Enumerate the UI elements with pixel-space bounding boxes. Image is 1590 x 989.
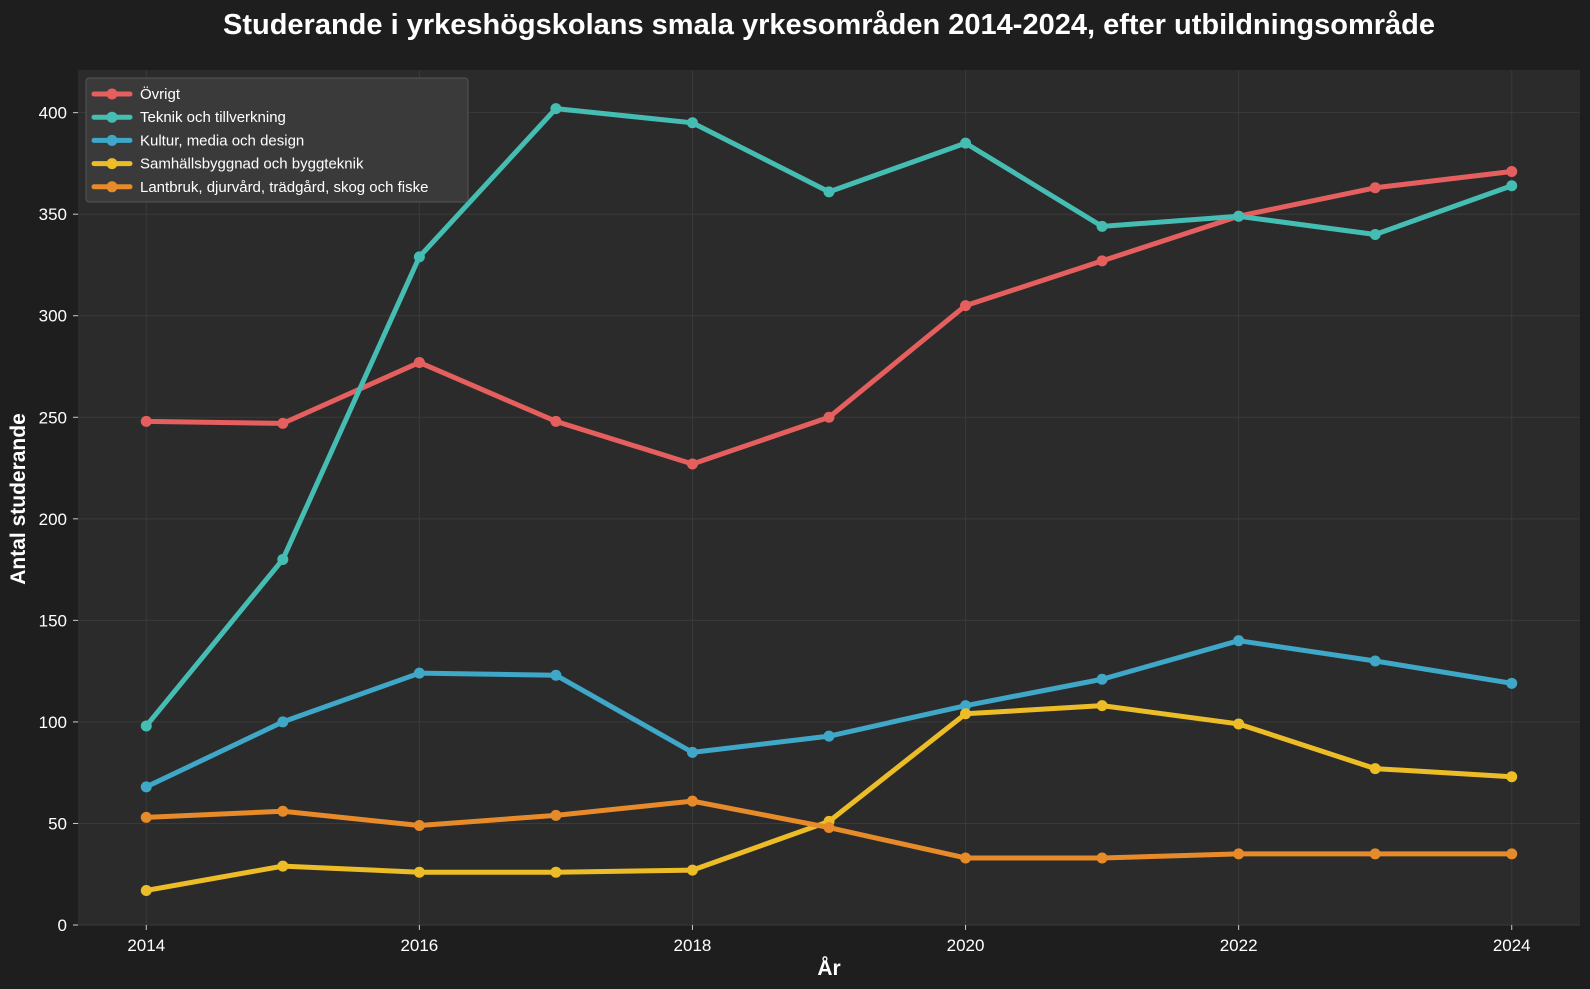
data-point	[413, 667, 425, 679]
data-point	[1233, 635, 1245, 647]
x-tick-label: 2018	[674, 936, 712, 955]
data-point	[413, 866, 425, 878]
data-point	[823, 730, 835, 742]
data-point	[140, 720, 152, 732]
data-point	[277, 860, 289, 872]
legend-label: Kultur, media och design	[140, 132, 304, 149]
data-point	[960, 700, 972, 712]
legend-entry: Teknik och tillverkning	[91, 109, 286, 126]
legend-marker	[106, 181, 118, 193]
legend-label: Övrigt	[140, 85, 181, 103]
data-point	[960, 300, 972, 312]
data-point	[686, 117, 698, 129]
data-point	[1369, 848, 1381, 860]
legend-marker	[106, 134, 118, 146]
data-point	[1369, 763, 1381, 775]
legend-entry: Samhällsbyggnad och byggteknik	[91, 156, 364, 173]
data-point	[1506, 180, 1518, 192]
legend-label: Lantbruk, djurvård, trädgård, skog och f…	[140, 179, 429, 196]
legend-label: Teknik och tillverkning	[140, 109, 286, 126]
data-point	[1369, 182, 1381, 194]
data-point	[1233, 210, 1245, 222]
data-point	[550, 415, 562, 427]
grid-lines	[78, 70, 1580, 926]
series-group	[140, 700, 1518, 896]
data-point	[823, 411, 835, 423]
data-point	[550, 669, 562, 681]
legend-marker	[106, 111, 118, 123]
y-tick-label: 250	[39, 408, 67, 427]
data-point	[277, 553, 289, 565]
legend-entry: Lantbruk, djurvård, trädgård, skog och f…	[91, 179, 429, 196]
data-point	[140, 884, 152, 896]
y-tick-label: 150	[39, 611, 67, 630]
data-point	[140, 781, 152, 793]
data-point	[1506, 848, 1518, 860]
data-point	[1096, 220, 1108, 232]
data-point	[1506, 771, 1518, 783]
data-point	[140, 811, 152, 823]
data-point	[550, 103, 562, 115]
chart-title: Studerande i yrkeshögskolans smala yrkes…	[223, 9, 1435, 41]
x-tick-label: 2016	[400, 936, 438, 955]
legend-marker	[106, 88, 118, 100]
series-group	[140, 795, 1518, 864]
y-tick-label: 200	[39, 510, 67, 529]
data-point	[1369, 655, 1381, 667]
data-point	[686, 864, 698, 876]
legend: Övrigt Teknik och tillverkning Kultur, med…	[85, 77, 469, 203]
data-point	[413, 251, 425, 263]
x-tick-label: 2014	[127, 936, 165, 955]
data-point	[686, 458, 698, 470]
data-point	[960, 137, 972, 149]
data-point	[960, 852, 972, 864]
series-group	[140, 166, 1518, 470]
data-point	[686, 795, 698, 807]
data-point	[686, 746, 698, 758]
y-tick-label: 400	[39, 104, 67, 123]
data-point	[277, 716, 289, 728]
data-point	[413, 819, 425, 831]
data-point	[1233, 718, 1245, 730]
legend-marker	[106, 158, 118, 170]
data-point	[550, 866, 562, 878]
data-point	[1369, 229, 1381, 241]
x-axis-label: År	[817, 956, 840, 980]
y-tick-label: 50	[48, 814, 67, 833]
series-group	[140, 103, 1518, 732]
data-point	[1096, 852, 1108, 864]
data-point	[1096, 255, 1108, 267]
data-point	[1506, 166, 1518, 178]
data-point	[277, 417, 289, 429]
plot-area	[78, 70, 1580, 925]
y-tick-label: 0	[58, 916, 67, 935]
x-tick-label: 2024	[1493, 936, 1531, 955]
y-tick-label: 350	[39, 205, 67, 224]
x-tick-label: 2020	[947, 936, 985, 955]
series-lines	[140, 103, 1518, 896]
data-point	[823, 186, 835, 198]
data-point	[550, 809, 562, 821]
y-tick-label: 100	[39, 713, 67, 732]
data-point	[1096, 700, 1108, 712]
y-tick-label: 300	[39, 307, 67, 326]
x-tick-label: 2022	[1220, 936, 1258, 955]
data-point	[277, 805, 289, 817]
legend-box	[85, 77, 469, 203]
y-axis-label: Antal studerande	[7, 413, 30, 585]
series-group	[140, 635, 1518, 793]
data-point	[140, 415, 152, 427]
axis-ticks: 0 50 100 150 200 250 300 350 400 2014 2016 2018 2020…	[39, 104, 1531, 955]
legend-label: Samhällsbyggnad och byggteknik	[140, 156, 364, 173]
data-point	[960, 708, 972, 720]
legend-entry: Kultur, media och design	[91, 132, 304, 149]
data-point	[1506, 677, 1518, 689]
data-point	[413, 356, 425, 368]
data-point	[823, 822, 835, 834]
data-point	[1233, 848, 1245, 860]
legend-entry: Övrigt	[91, 85, 181, 103]
data-point	[1096, 673, 1108, 685]
